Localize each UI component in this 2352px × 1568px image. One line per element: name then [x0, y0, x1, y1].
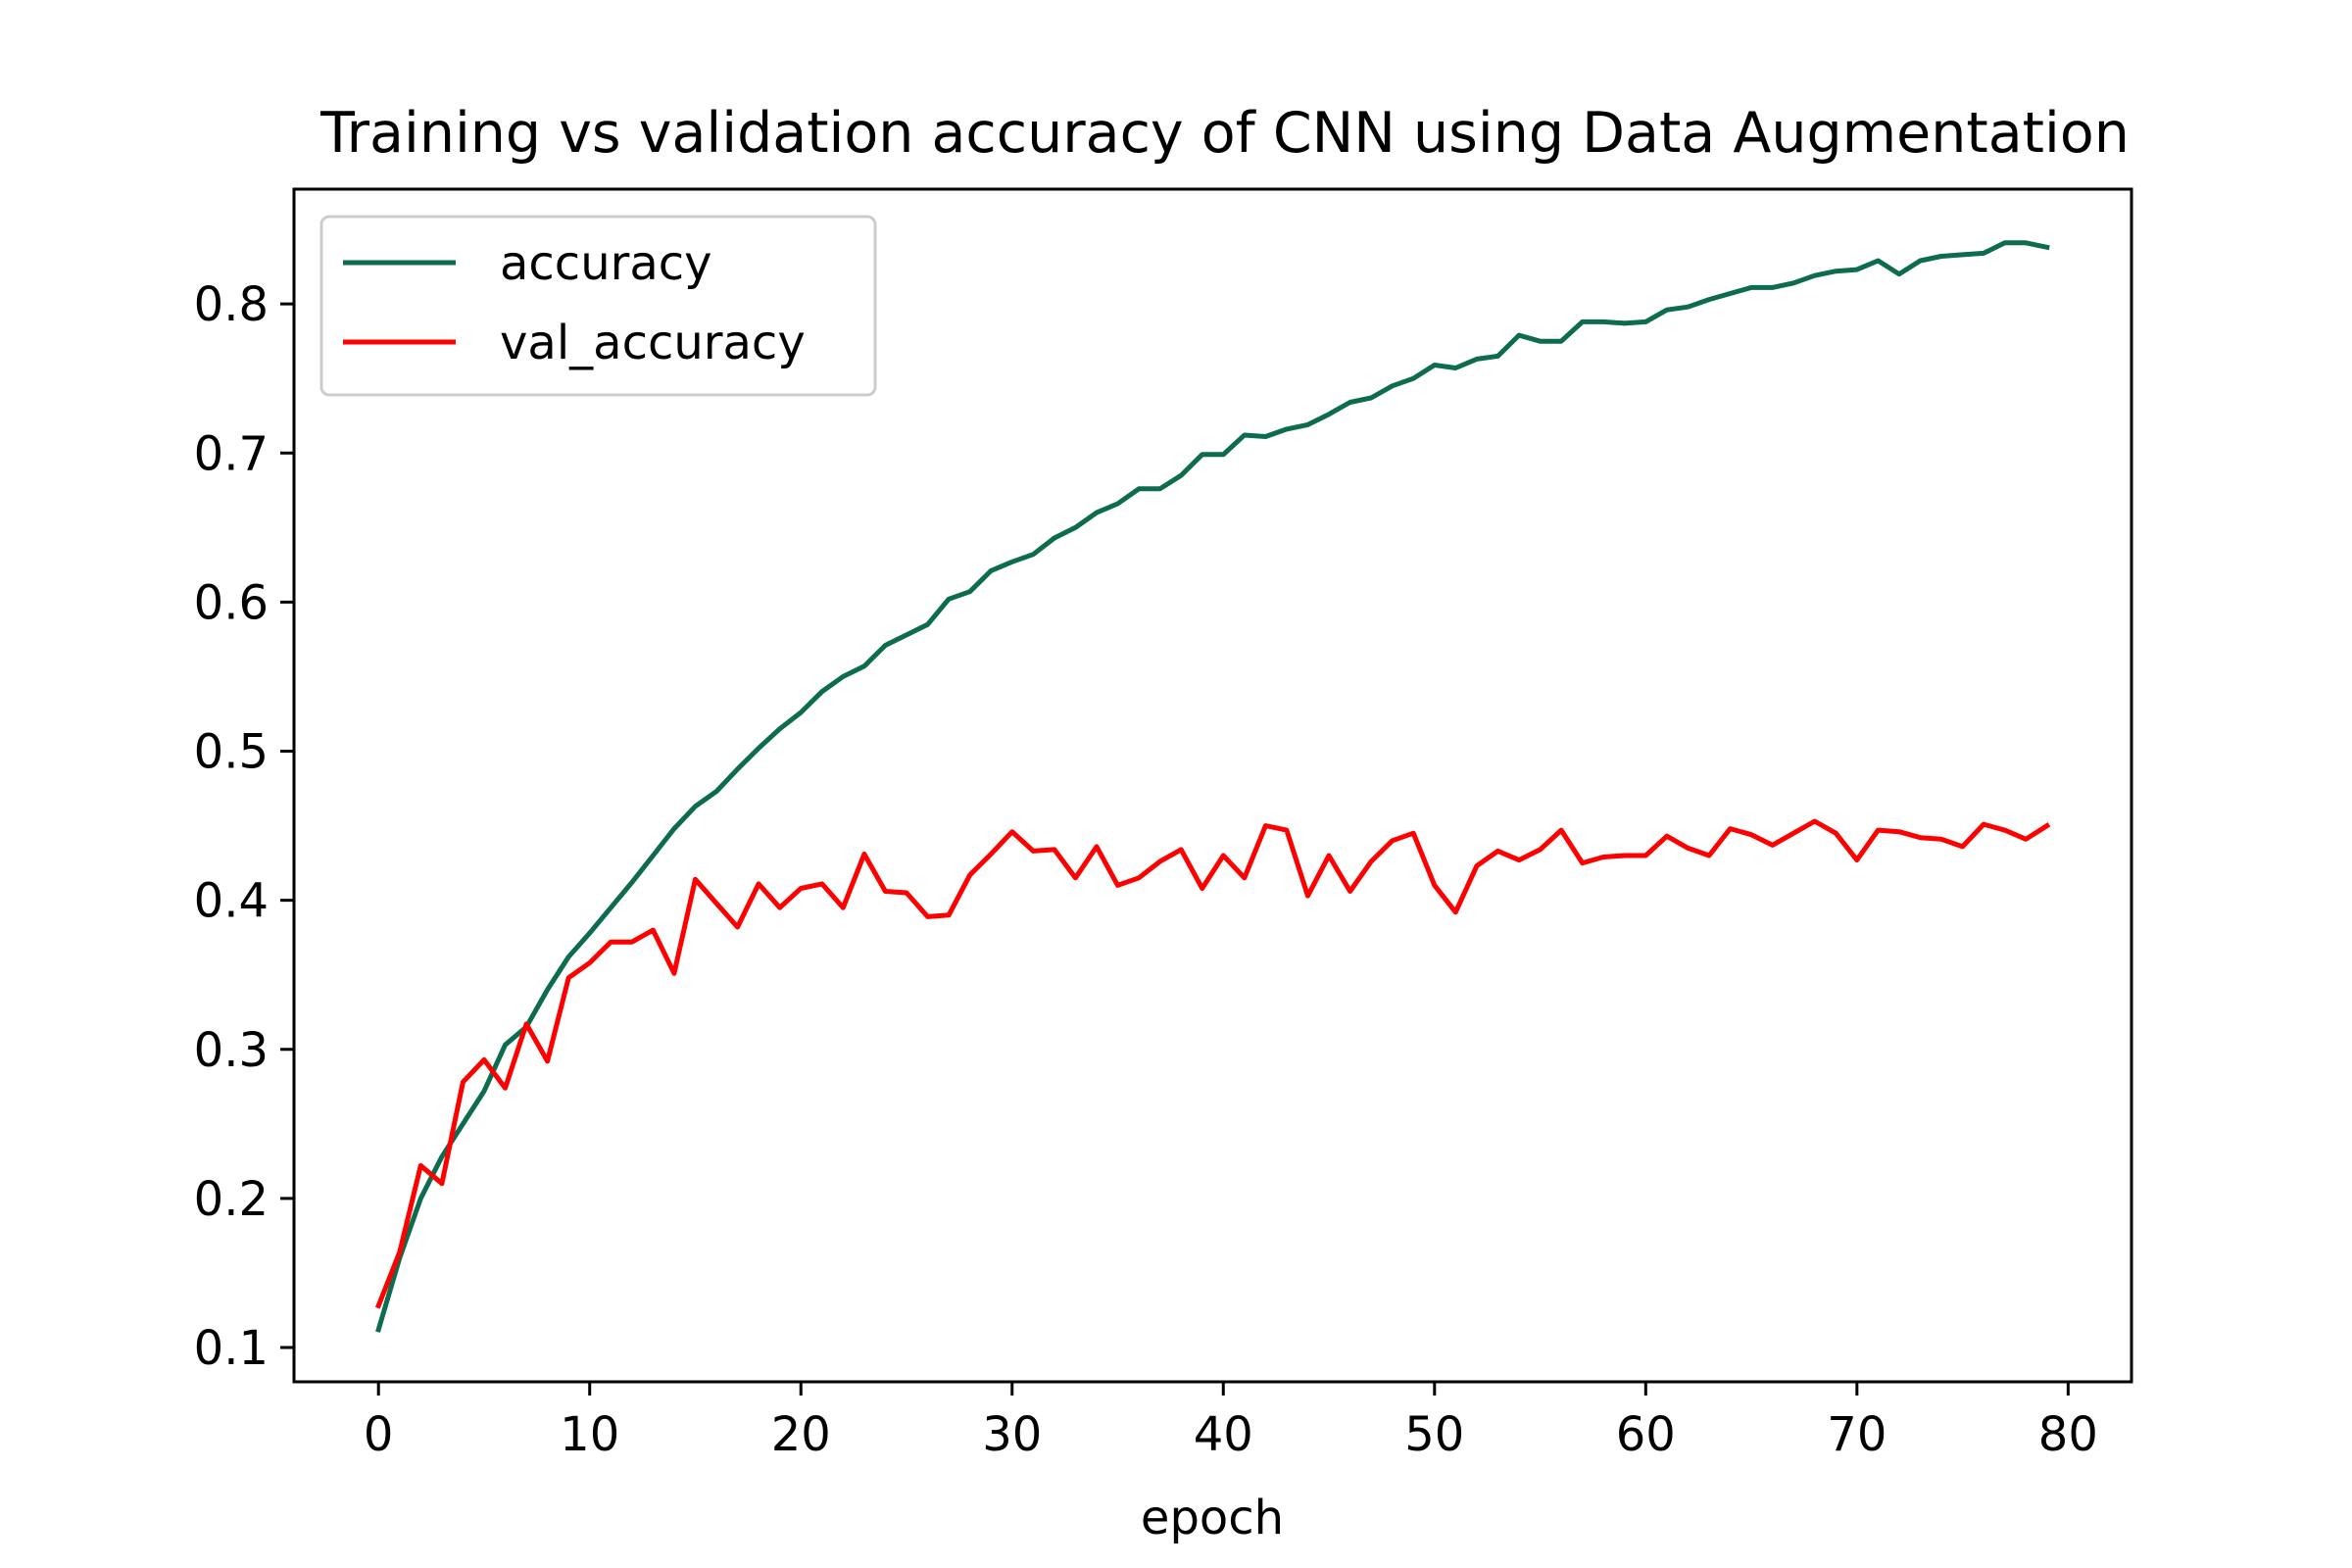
legend-box — [319, 215, 877, 397]
legend-label-val-accuracy: val_accuracy — [500, 316, 806, 370]
y-tick-label-0.5: 0.5 — [194, 725, 269, 780]
legend-label-accuracy: accuracy — [500, 236, 712, 291]
chart-title: Training vs validation accuracy of CNN u… — [319, 101, 2130, 166]
x-tick-label-30: 30 — [982, 1407, 1042, 1462]
y-axis: 0.1 0.2 0.3 0.4 0.5 0.6 0.7 0.8 — [194, 277, 294, 1376]
legend: accuracy val_accuracy — [319, 215, 877, 397]
y-tick-label-0.1: 0.1 — [194, 1321, 269, 1376]
y-tick-label-0.8: 0.8 — [194, 277, 269, 332]
y-tick-label-0.6: 0.6 — [194, 575, 269, 630]
y-tick-label-0.7: 0.7 — [194, 426, 269, 481]
series-line-accuracy — [375, 240, 2050, 1333]
y-tick-label-0.2: 0.2 — [194, 1172, 269, 1227]
x-axis-label: epoch — [1141, 1491, 1284, 1545]
axes-frame — [292, 187, 2133, 1384]
y-tick-label-0.4: 0.4 — [194, 874, 269, 929]
x-tick-label-0: 0 — [364, 1407, 394, 1462]
series-line-val-accuracy — [374, 818, 2051, 1309]
x-tick-label-80: 80 — [2038, 1407, 2098, 1462]
x-tick-label-20: 20 — [771, 1407, 831, 1462]
x-tick-label-50: 50 — [1404, 1407, 1464, 1462]
plot-area — [374, 240, 2051, 1333]
x-tick-label-70: 70 — [1827, 1407, 1886, 1462]
x-tick-label-10: 10 — [560, 1407, 619, 1462]
x-tick-label-40: 40 — [1194, 1407, 1253, 1462]
x-axis: 0 10 20 30 40 50 60 70 80 — [364, 1382, 2098, 1462]
y-tick-label-0.3: 0.3 — [194, 1023, 269, 1078]
x-tick-label-60: 60 — [1616, 1407, 1676, 1462]
